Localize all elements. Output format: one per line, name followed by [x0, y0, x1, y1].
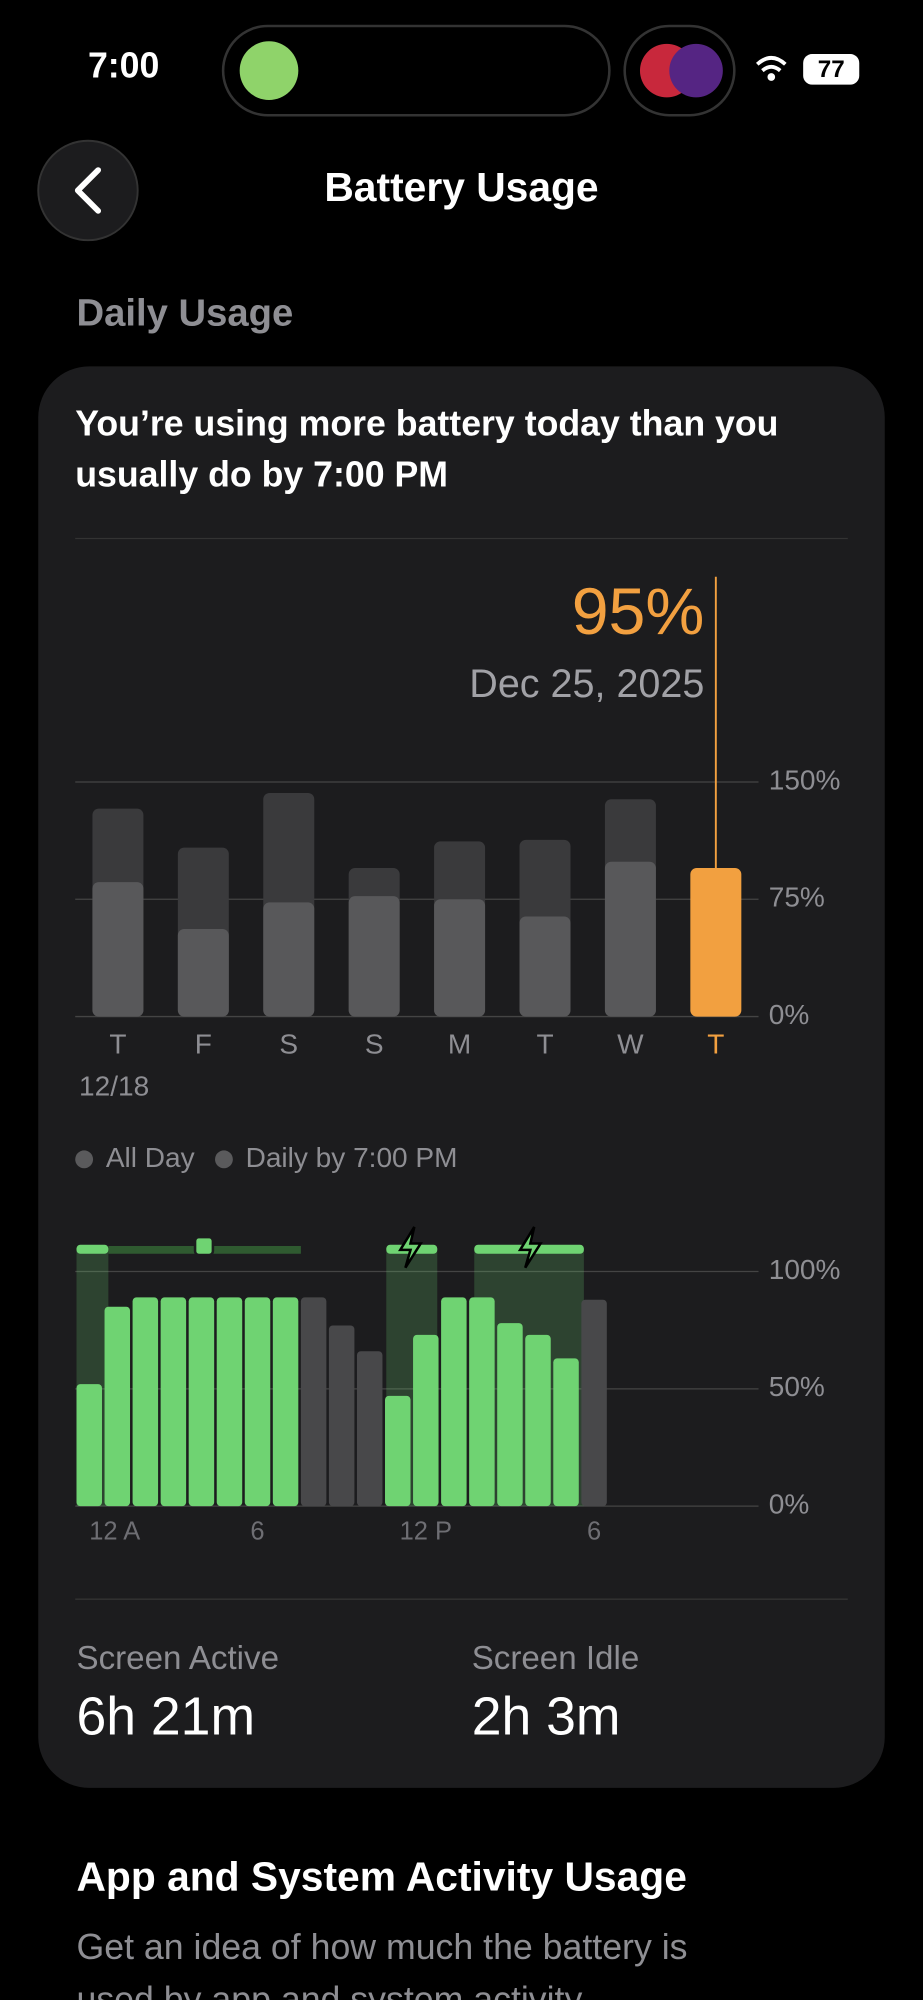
bar: [348, 896, 400, 1017]
x-tick-label: 12 A: [89, 1518, 140, 1546]
bar: [188, 1297, 215, 1507]
y-tick-label: 0%: [769, 1489, 810, 1520]
bar: [300, 1297, 327, 1507]
bar: [434, 899, 486, 1017]
bar: [244, 1297, 271, 1507]
section-title: App and System Activity Usage: [76, 1853, 686, 1899]
bar: [690, 868, 742, 1017]
battery-icon: [803, 54, 860, 85]
back-button[interactable]: [37, 139, 139, 242]
selected-value: 95%: [572, 575, 705, 649]
legend-dot: [75, 1150, 94, 1169]
bar: [263, 902, 315, 1017]
section-description: Get an idea of how much the battery is: [76, 1927, 687, 1967]
stat-value: 2h 3m: [472, 1687, 621, 1746]
x-tick-label: T: [707, 1028, 724, 1059]
stat-label: Screen Active: [76, 1640, 279, 1677]
x-tick-label: T: [109, 1028, 126, 1059]
wifi-icon: [755, 55, 787, 73]
y-tick-label: 100%: [769, 1254, 841, 1285]
x-tick-label: M: [448, 1028, 471, 1059]
x-tick-label: T: [536, 1028, 553, 1059]
y-tick-label: 75%: [769, 882, 825, 913]
x-tick-label: 12 P: [400, 1518, 452, 1546]
y-tick-label: 150%: [769, 764, 841, 795]
back-chevron: [74, 167, 102, 214]
legend-label: All Day: [106, 1142, 195, 1173]
battery-level: 77: [818, 56, 845, 83]
bar: [525, 1334, 551, 1507]
usage-message: usually do by 7:00 PM: [75, 455, 448, 495]
status-time: 7:00: [88, 45, 159, 85]
bar: [328, 1325, 355, 1507]
x-tick-label: S: [365, 1028, 384, 1059]
bar: [604, 861, 656, 1017]
bar: [177, 928, 229, 1017]
usage-message: You’re using more battery today than you: [75, 404, 778, 444]
bar: [497, 1323, 523, 1507]
bar: [441, 1297, 467, 1507]
x-tick-label: S: [279, 1028, 298, 1059]
x-tick-label: 6: [250, 1518, 264, 1546]
page-title: Battery Usage: [324, 164, 598, 210]
y-tick-label: 50%: [769, 1371, 825, 1402]
bolt-icon: [517, 1226, 543, 1269]
x-tick-label: W: [617, 1028, 644, 1059]
bar: [160, 1297, 187, 1507]
bar: [104, 1306, 131, 1507]
bar: [553, 1358, 579, 1507]
x-tick-label: F: [195, 1028, 212, 1059]
dynamic-island: [221, 24, 611, 117]
legend-label: Daily by 7:00 PM: [246, 1142, 458, 1173]
bolt-icon: [398, 1226, 424, 1269]
legend-dot: [215, 1150, 233, 1169]
stat-value: 6h 21m: [76, 1687, 255, 1746]
section-description: used by app and system activity: [76, 1979, 582, 2000]
bar: [216, 1297, 243, 1507]
usage-card: [38, 366, 885, 1788]
bar: [356, 1351, 383, 1507]
stat-label: Screen Idle: [472, 1640, 640, 1677]
charging-bar: [76, 1244, 109, 1254]
charge-marker: [193, 1235, 215, 1257]
bar: [519, 916, 571, 1017]
bar: [76, 1384, 102, 1507]
bar: [581, 1299, 607, 1507]
x-date-label: 12/18: [79, 1070, 149, 1101]
team-logo: [669, 43, 723, 98]
bar: [385, 1395, 411, 1507]
section-title: Daily Usage: [76, 291, 293, 334]
bar: [132, 1297, 159, 1507]
bar: [469, 1297, 495, 1507]
bar: [272, 1297, 299, 1507]
bar: [92, 882, 144, 1017]
y-tick-label: 0%: [769, 999, 810, 1030]
app-avatar: [239, 41, 299, 100]
wifi-icon: [767, 73, 776, 81]
bar: [413, 1334, 439, 1507]
x-tick-label: 6: [587, 1518, 601, 1546]
selected-date: Dec 25, 2025: [469, 662, 704, 706]
